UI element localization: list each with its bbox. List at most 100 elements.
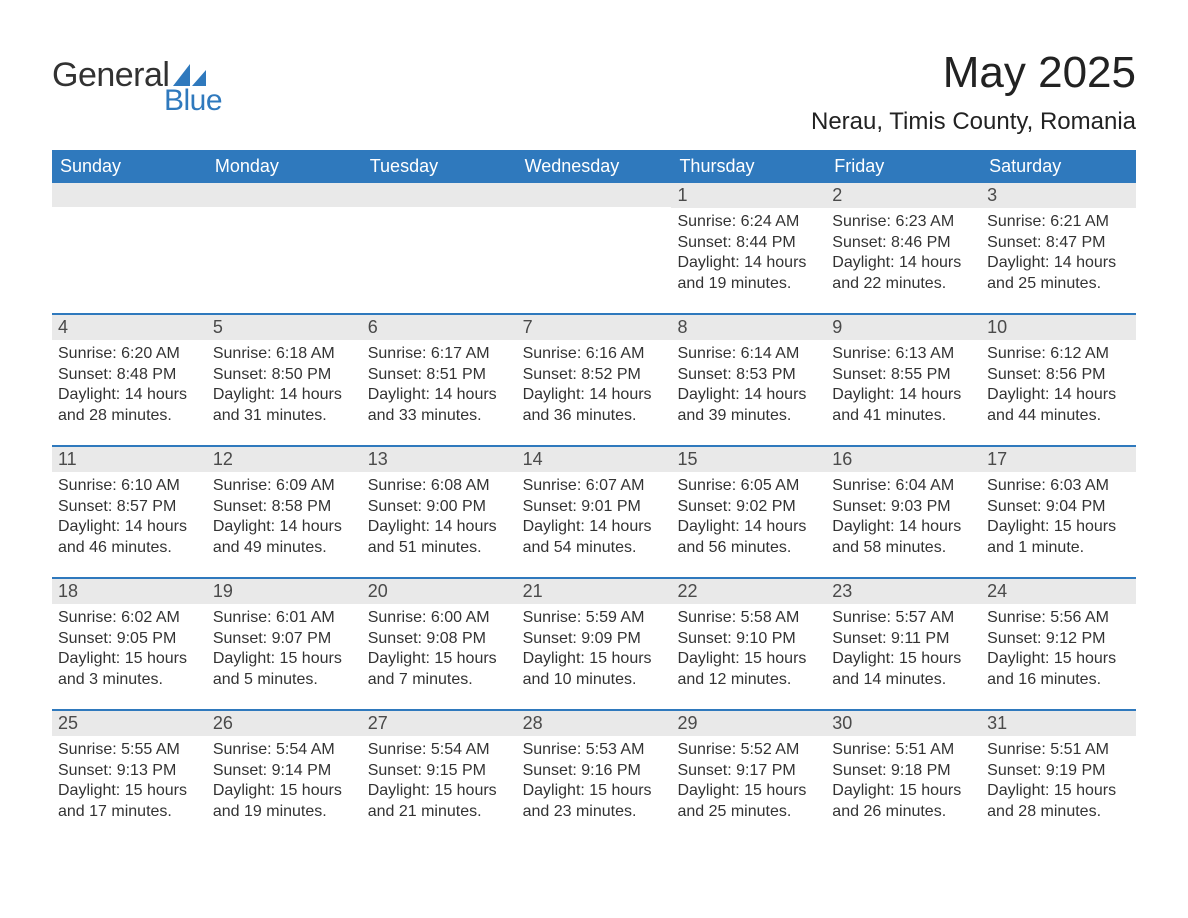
daylight-text: Daylight: 15 hours and 26 minutes.: [832, 781, 975, 822]
day-number: 16: [826, 447, 981, 472]
sunset-text: Sunset: 8:48 PM: [58, 365, 201, 385]
sunrise-text: Sunrise: 6:21 AM: [987, 212, 1130, 232]
daylight-text: Daylight: 14 hours and 56 minutes.: [677, 517, 820, 558]
day-cell: 25Sunrise: 5:55 AMSunset: 9:13 PMDayligh…: [52, 711, 207, 841]
daylight-text: Daylight: 15 hours and 21 minutes.: [368, 781, 511, 822]
day-cell: 17Sunrise: 6:03 AMSunset: 9:04 PMDayligh…: [981, 447, 1136, 577]
day-number: [517, 183, 672, 207]
sunrise-text: Sunrise: 6:05 AM: [677, 476, 820, 496]
sunrise-text: Sunrise: 6:14 AM: [677, 344, 820, 364]
sunrise-text: Sunrise: 5:56 AM: [987, 608, 1130, 628]
sunset-text: Sunset: 9:12 PM: [987, 629, 1130, 649]
sunrise-text: Sunrise: 6:18 AM: [213, 344, 356, 364]
daylight-text: Daylight: 15 hours and 25 minutes.: [677, 781, 820, 822]
sunrise-text: Sunrise: 6:09 AM: [213, 476, 356, 496]
sunrise-text: Sunrise: 5:51 AM: [987, 740, 1130, 760]
daylight-text: Daylight: 14 hours and 54 minutes.: [523, 517, 666, 558]
sunset-text: Sunset: 9:14 PM: [213, 761, 356, 781]
day-of-week-cell: Wednesday: [517, 150, 672, 183]
sunrise-text: Sunrise: 6:07 AM: [523, 476, 666, 496]
sunrise-text: Sunrise: 6:03 AM: [987, 476, 1130, 496]
logo-text-general: General: [52, 58, 169, 92]
day-cell: 19Sunrise: 6:01 AMSunset: 9:07 PMDayligh…: [207, 579, 362, 709]
day-cell: 22Sunrise: 5:58 AMSunset: 9:10 PMDayligh…: [671, 579, 826, 709]
day-number: 8: [671, 315, 826, 340]
daylight-text: Daylight: 15 hours and 17 minutes.: [58, 781, 201, 822]
day-cell: 24 Sunrise: 5:56 AMSunset: 9:12 PMDayligh…: [981, 579, 1136, 709]
daylight-text: Daylight: 14 hours and 44 minutes.: [987, 385, 1130, 426]
sunrise-text: Sunrise: 6:02 AM: [58, 608, 201, 628]
day-number: 4: [52, 315, 207, 340]
day-number: 6: [362, 315, 517, 340]
week-row: 25Sunrise: 5:55 AMSunset: 9:13 PMDayligh…: [52, 709, 1136, 841]
daylight-text: Daylight: 15 hours and 19 minutes.: [213, 781, 356, 822]
daylight-text: Daylight: 14 hours and 36 minutes.: [523, 385, 666, 426]
day-number: [207, 183, 362, 207]
daylight-text: Daylight: 14 hours and 33 minutes.: [368, 385, 511, 426]
sunset-text: Sunset: 9:02 PM: [677, 497, 820, 517]
day-cell: 8Sunrise: 6:14 AMSunset: 8:53 PMDaylight…: [671, 315, 826, 445]
daylight-text: Daylight: 15 hours and 14 minutes.: [832, 649, 975, 690]
sunset-text: Sunset: 8:44 PM: [677, 233, 820, 253]
day-cell: 15Sunrise: 6:05 AMSunset: 9:02 PMDayligh…: [671, 447, 826, 577]
sunrise-text: Sunrise: 6:04 AM: [832, 476, 975, 496]
day-number: 10: [981, 315, 1136, 340]
day-number: 20: [362, 579, 517, 604]
sunset-text: Sunset: 8:47 PM: [987, 233, 1130, 253]
day-number: 14: [517, 447, 672, 472]
day-cell: 20Sunrise: 6:00 AMSunset: 9:08 PMDayligh…: [362, 579, 517, 709]
sunrise-text: Sunrise: 6:00 AM: [368, 608, 511, 628]
day-cell: 4Sunrise: 6:20 AMSunset: 8:48 PMDaylight…: [52, 315, 207, 445]
day-number: [52, 183, 207, 207]
day-number: 22: [671, 579, 826, 604]
day-number: 13: [362, 447, 517, 472]
day-number: 26: [207, 711, 362, 736]
calendar-grid: SundayMondayTuesdayWednesdayThursdayFrid…: [52, 150, 1136, 841]
daylight-text: Daylight: 14 hours and 41 minutes.: [832, 385, 975, 426]
day-cell: [517, 183, 672, 313]
day-cell: 13Sunrise: 6:08 AMSunset: 9:00 PMDayligh…: [362, 447, 517, 577]
day-number: 31: [981, 711, 1136, 736]
day-number: 2: [826, 183, 981, 208]
week-row: 4 Sunrise: 6:20 AMSunset: 8:48 PM Daylight…: [52, 313, 1136, 445]
logo-text-blue: Blue: [164, 86, 222, 116]
day-number: 23: [826, 579, 981, 604]
daylight-text: Daylight: 15 hours and 10 minutes.: [523, 649, 666, 690]
sunrise-text: Sunrise: 5:54 AM: [213, 740, 356, 760]
daylight-text: Daylight: 14 hours and 58 minutes.: [832, 517, 975, 558]
day-cell: [362, 183, 517, 313]
sunrise-text: Sunrise: 6:23 AM: [832, 212, 975, 232]
sunrise-text: Sunrise: 6:20 AM: [58, 344, 201, 364]
day-number: 21: [517, 579, 672, 604]
sunset-text: Sunset: 8:55 PM: [832, 365, 975, 385]
sunrise-text: Sunrise: 6:17 AM: [368, 344, 511, 364]
day-number: 12: [207, 447, 362, 472]
day-number: 3: [981, 183, 1136, 208]
day-number: 5: [207, 315, 362, 340]
sunrise-text: Sunrise: 6:12 AM: [987, 344, 1130, 364]
daylight-text: Daylight: 15 hours and 16 minutes.: [987, 649, 1130, 690]
day-number: 27: [362, 711, 517, 736]
daylight-text: Daylight: 14 hours and 22 minutes.: [832, 253, 975, 294]
daylight-text: Daylight: 14 hours and 19 minutes.: [677, 253, 820, 294]
day-number: 7: [517, 315, 672, 340]
sunset-text: Sunset: 8:53 PM: [677, 365, 820, 385]
sunset-text: Sunset: 9:07 PM: [213, 629, 356, 649]
day-of-week-cell: Thursday: [671, 150, 826, 183]
day-number: 30: [826, 711, 981, 736]
day-number: 24: [981, 579, 1136, 604]
day-cell: 30Sunrise: 5:51 AMSunset: 9:18 PMDayligh…: [826, 711, 981, 841]
day-of-week-cell: Monday: [207, 150, 362, 183]
sunset-text: Sunset: 9:13 PM: [58, 761, 201, 781]
daylight-text: Daylight: 14 hours and 25 minutes.: [987, 253, 1130, 294]
day-number: 18: [52, 579, 207, 604]
day-cell: 18Sunrise: 6:02 AMSunset: 9:05 PMDayligh…: [52, 579, 207, 709]
day-cell: 6Sunrise: 6:17 AMSunset: 8:51 PMDaylight…: [362, 315, 517, 445]
sunset-text: Sunset: 9:09 PM: [523, 629, 666, 649]
day-number: 29: [671, 711, 826, 736]
sunset-text: Sunset: 9:16 PM: [523, 761, 666, 781]
title-block: May 2025 Nerau, Timis County, Romania: [811, 50, 1136, 136]
day-cell: 31Sunrise: 5:51 AMSunset: 9:19 PMDayligh…: [981, 711, 1136, 841]
daylight-text: Daylight: 14 hours and 51 minutes.: [368, 517, 511, 558]
day-of-week-cell: Sunday: [52, 150, 207, 183]
